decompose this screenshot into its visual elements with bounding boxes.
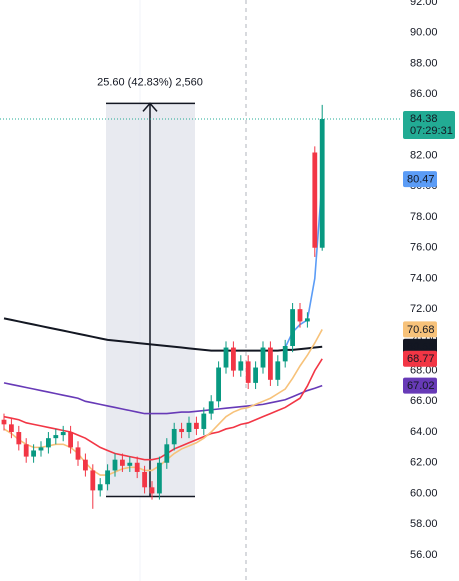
candle-body <box>238 361 244 371</box>
candle-body <box>223 347 229 368</box>
candle-body <box>68 432 73 448</box>
candle-body <box>127 462 133 466</box>
candle-body <box>179 428 184 433</box>
last-price-label: 84.38 <box>410 113 438 125</box>
candle-body <box>149 487 155 494</box>
candle-body <box>297 309 303 322</box>
candle-body <box>282 346 288 362</box>
candle-body <box>231 347 236 371</box>
candle-body <box>275 361 281 380</box>
ma-price-box <box>403 350 437 367</box>
ma-price-box <box>403 377 437 394</box>
candle-body <box>186 422 192 433</box>
candle-body <box>134 462 140 472</box>
price-axis: 56.0058.0060.0062.0064.0066.0068.0070.00… <box>410 0 438 561</box>
candle-body <box>253 367 258 383</box>
candles <box>1 104 325 509</box>
candle-body <box>164 444 170 463</box>
candle-body <box>305 318 310 322</box>
candle-body <box>38 447 44 451</box>
y-tick-label: 58.00 <box>410 518 438 530</box>
ma-price-box <box>403 171 437 188</box>
ma-line <box>3 358 323 461</box>
candle-body <box>171 428 177 445</box>
candle-body <box>112 459 118 471</box>
ma-price-label: 68.77 <box>407 353 435 365</box>
candle-body <box>23 444 29 457</box>
candle-body <box>201 413 207 429</box>
ma-price-box <box>403 321 437 338</box>
candle-body <box>60 432 66 436</box>
candle-body <box>216 367 221 402</box>
ma-line <box>3 329 323 476</box>
candle-body <box>142 471 147 488</box>
candle-body <box>268 347 273 380</box>
countdown: 07:29:31 <box>410 125 453 137</box>
y-tick-label: 90.00 <box>410 27 438 39</box>
candle-body <box>90 470 96 491</box>
candle-body <box>9 424 14 433</box>
candle-body <box>97 484 103 491</box>
candle-body <box>312 152 318 248</box>
arrow-head <box>142 102 158 112</box>
ma-price-label: 70.68 <box>407 324 435 336</box>
candle-body <box>53 435 59 439</box>
y-tick-label: 64.00 <box>410 426 438 438</box>
ma-price-label: 80.47 <box>407 173 435 185</box>
ma-price-label: 67.02 <box>407 380 435 392</box>
y-tick-label: 66.00 <box>410 395 438 407</box>
candle-body <box>1 419 7 425</box>
y-tick-label: 88.00 <box>410 57 438 69</box>
candle-body <box>46 438 51 448</box>
y-tick-label: 62.00 <box>410 457 438 469</box>
measure-tool: 25.60 (42.83%) 2,560 <box>97 76 203 498</box>
y-tick-label: 68.00 <box>410 364 438 376</box>
candle-body <box>208 401 214 414</box>
measure-label: 25.60 (42.83%) 2,560 <box>97 76 203 88</box>
candle-body <box>75 447 81 460</box>
last-price-box <box>403 111 455 140</box>
ma-line <box>3 382 323 415</box>
candle-body <box>290 309 295 347</box>
candle-body <box>31 450 36 457</box>
y-tick-label: 56.00 <box>410 549 438 561</box>
y-tick-label: 82.00 <box>410 149 438 161</box>
y-tick-label: 76.00 <box>410 242 438 254</box>
candle-body <box>83 459 88 471</box>
candle-body <box>16 432 22 445</box>
y-tick-label: 74.00 <box>410 272 438 284</box>
y-tick-label: 72.00 <box>410 303 438 315</box>
candle-body <box>120 459 125 466</box>
ma-price-label: 69.55 <box>407 341 435 353</box>
candle-body <box>319 119 325 248</box>
candle-body <box>245 361 251 383</box>
candle-body <box>157 462 162 494</box>
candle-body <box>260 347 266 368</box>
candle-body <box>194 422 199 429</box>
y-tick-label: 78.00 <box>410 211 438 223</box>
candle-body <box>105 470 110 485</box>
y-tick-label: 86.00 <box>410 88 438 100</box>
y-tick-label: 60.00 <box>410 487 438 499</box>
y-tick-label: 92.00 <box>410 0 438 8</box>
